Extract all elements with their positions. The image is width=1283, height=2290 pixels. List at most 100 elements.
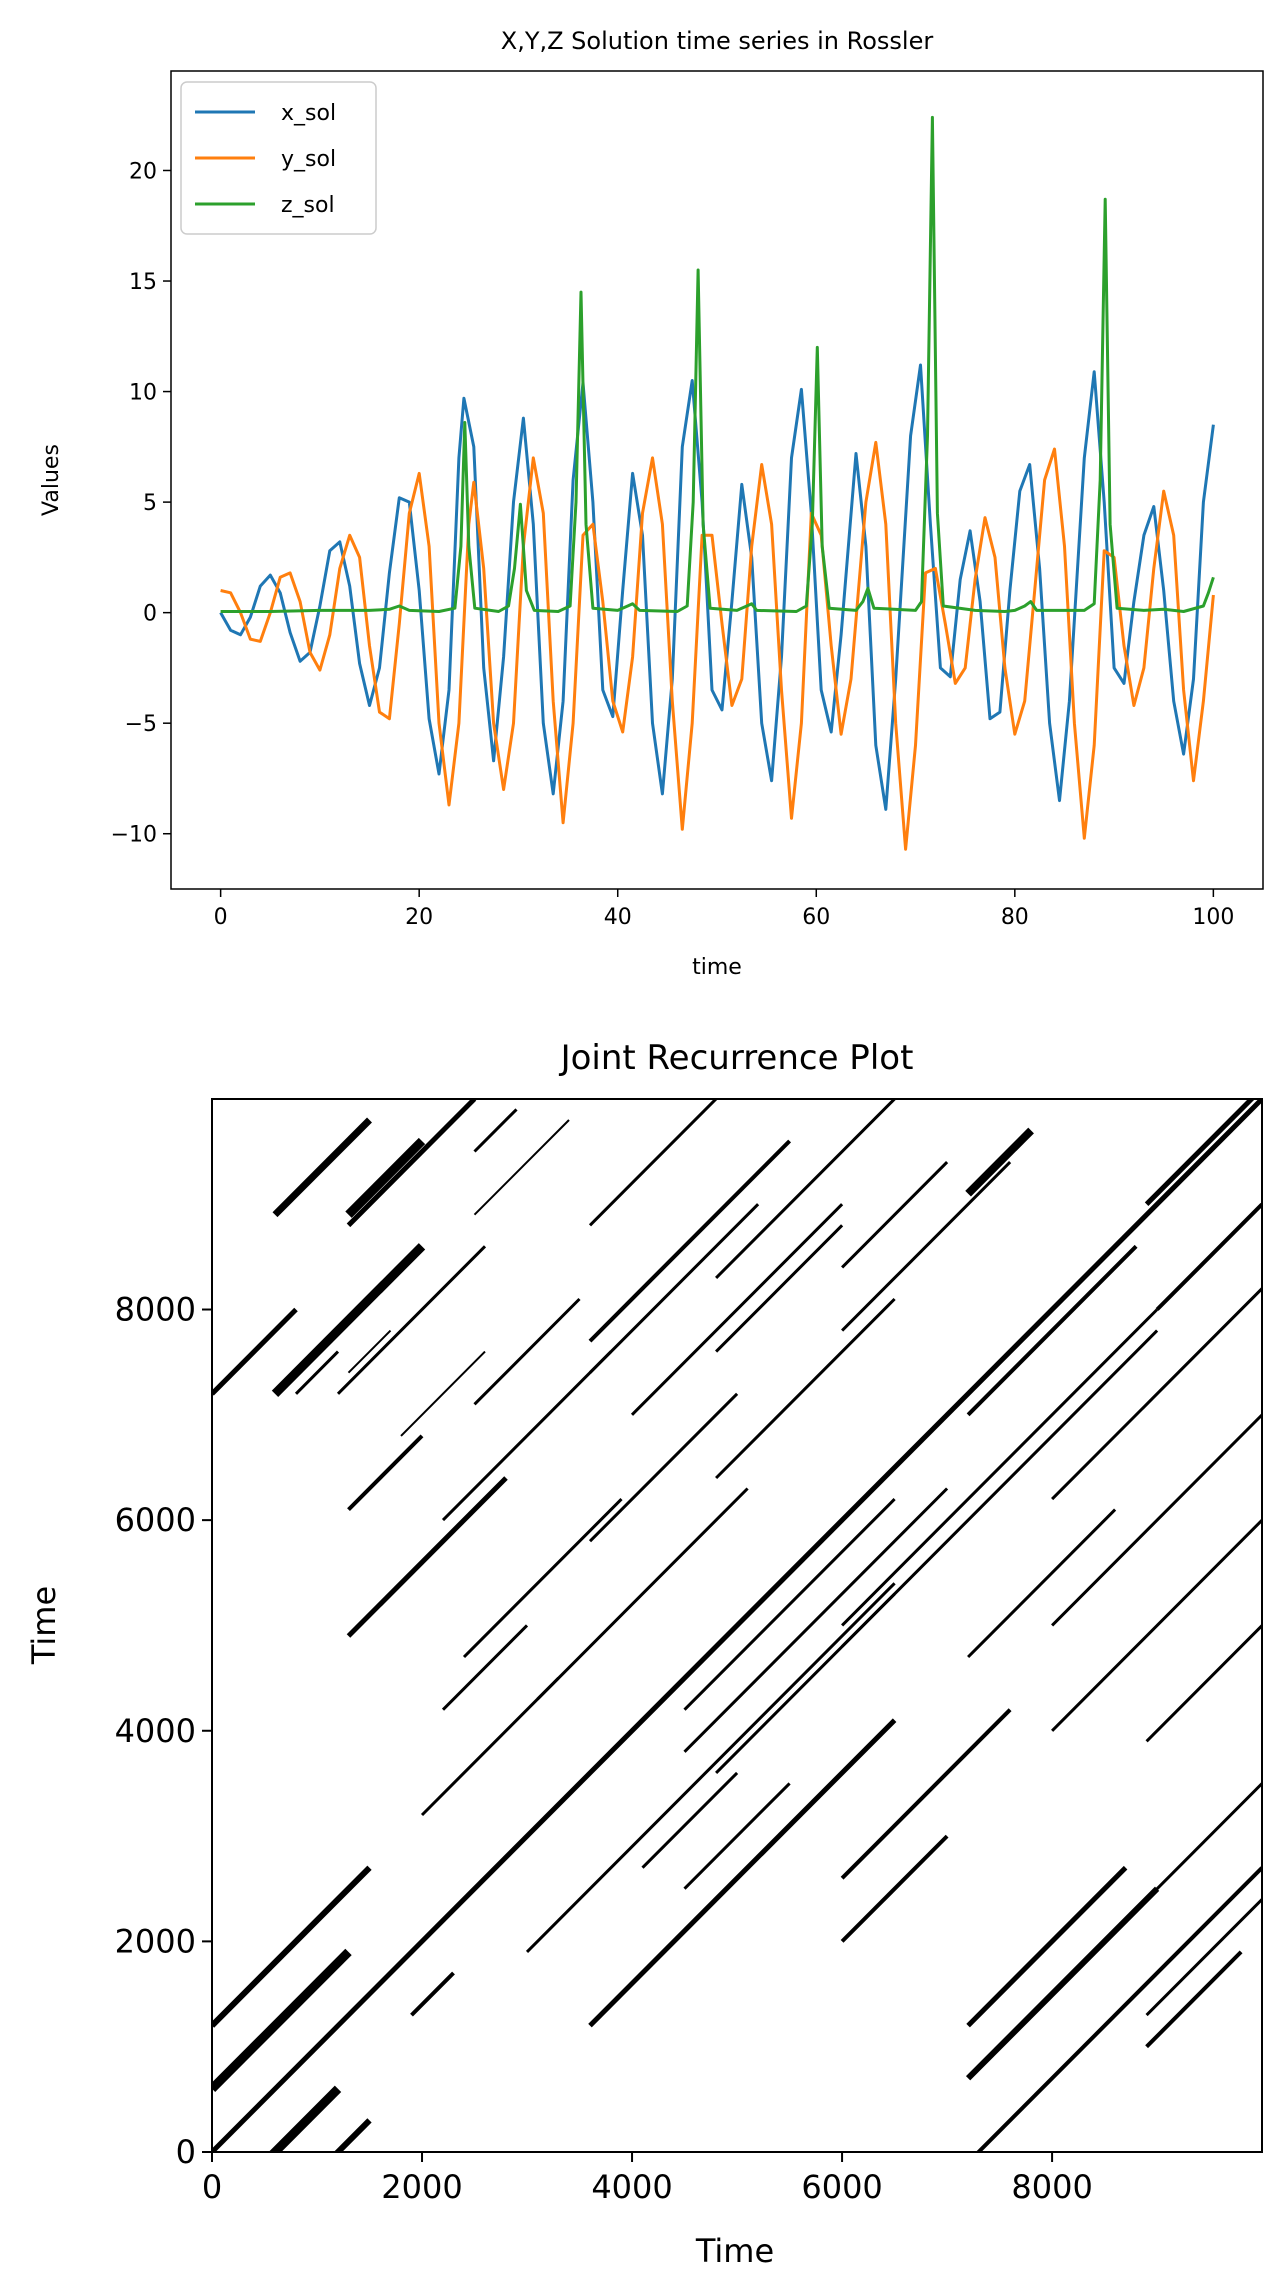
x-tick-label: 0 bbox=[202, 2168, 222, 2206]
time-series-lines bbox=[219, 115, 1215, 851]
y-tick-label: 0 bbox=[176, 2133, 196, 2171]
recurrence-diagonal bbox=[1145, 1624, 1262, 1743]
y-tick-label: 5 bbox=[143, 491, 157, 516]
recurrence-diagonal bbox=[473, 1108, 518, 1153]
recurrence-diagonal bbox=[588, 1718, 897, 2028]
y-tick-label: −10 bbox=[111, 823, 157, 848]
recurrence-diagonal bbox=[410, 1971, 455, 2017]
y-tick-label: 10 bbox=[129, 381, 157, 406]
y-tick-label: 20 bbox=[129, 159, 157, 184]
recurrence-diagonal bbox=[441, 1624, 529, 1711]
recurrence-diagonal bbox=[683, 1487, 949, 1753]
x-tick-label: 60 bbox=[802, 905, 830, 930]
recurrence-y-ticks: 0 2000 4000 6000 8000 bbox=[115, 1291, 212, 2171]
recurrence-x-ticks: 0 2000 4000 6000 8000 bbox=[202, 2152, 1093, 2206]
recurrence-diagonal bbox=[715, 1297, 896, 1480]
recurrence-diagonal bbox=[346, 1099, 477, 1228]
recurrence-diagonal bbox=[965, 1127, 1034, 1197]
y-tick-label: 15 bbox=[129, 270, 157, 295]
x-tick-label: 100 bbox=[1192, 905, 1234, 930]
recurrence-diagonal bbox=[840, 1708, 1012, 1880]
time-series-y-axis-label: Values bbox=[39, 444, 64, 516]
recurrence-diagonal bbox=[441, 1350, 613, 1522]
recurrence-diagonal bbox=[967, 1508, 1117, 1659]
legend-entry-z-sol: z_sol bbox=[195, 193, 335, 218]
recurrence-diagonal bbox=[462, 1498, 623, 1659]
recurrence-diagonal bbox=[347, 1329, 392, 1374]
recurrence-diagonal bbox=[840, 1834, 949, 1943]
legend-label-x-sol: x_sol bbox=[281, 101, 336, 126]
series-line-x-sol bbox=[219, 363, 1215, 811]
recurrence-diagonal bbox=[588, 1392, 739, 1543]
recurrence-diagonal bbox=[212, 1099, 1262, 2152]
recurrence-diagonal bbox=[965, 1886, 1160, 2081]
recurrence-diagonal bbox=[715, 1224, 844, 1353]
recurrence-diagonal bbox=[683, 1498, 896, 1711]
x-tick-label: 0 bbox=[214, 905, 228, 930]
time-series-y-ticks: −10 −5 0 5 10 15 20 bbox=[111, 159, 171, 848]
recurrence-diagonal bbox=[1145, 1950, 1243, 2049]
time-series-title: X,Y,Z Solution time series in Rossler bbox=[501, 27, 934, 55]
recurrence-diagonal bbox=[588, 1139, 792, 1343]
legend-entry-x-sol: x_sol bbox=[195, 101, 336, 126]
recurrence-plot-x-axis-label: Time bbox=[695, 2232, 774, 2270]
x-tick-label: 2000 bbox=[381, 2168, 462, 2206]
recurrence-diagonal bbox=[272, 1117, 372, 1218]
x-tick-label: 20 bbox=[405, 905, 433, 930]
recurrence-diagonal bbox=[452, 1866, 497, 1911]
recurrence-diagonal bbox=[212, 1865, 372, 2028]
y-tick-label: 6000 bbox=[115, 1501, 196, 1539]
recurrence-plot-y-axis-label: Time bbox=[25, 1586, 63, 1665]
recurrence-diagonal bbox=[336, 1245, 487, 1395]
recurrence-diagonal bbox=[473, 1297, 581, 1406]
recurrence-diagonal bbox=[683, 1782, 791, 1890]
recurrence-diagonal bbox=[630, 1203, 844, 1416]
series-line-z-sol bbox=[220, 115, 1215, 613]
recurrence-diagonal bbox=[212, 1307, 298, 1396]
recurrence-diagonal bbox=[271, 1243, 426, 1397]
series-line-y-sol bbox=[220, 440, 1215, 851]
recurrence-diagonal bbox=[1144, 1099, 1256, 1206]
legend-label-z-sol: z_sol bbox=[281, 193, 335, 218]
recurrence-marks bbox=[212, 1099, 1262, 2152]
recurrence-diagonal bbox=[294, 1350, 340, 1395]
recurrence-diagonal bbox=[841, 1308, 1159, 1627]
x-tick-label: 6000 bbox=[801, 2168, 882, 2206]
recurrence-diagonal bbox=[420, 1677, 560, 1817]
y-tick-label: 8000 bbox=[115, 1291, 196, 1329]
time-series-legend: x_sol y_sol z_sol bbox=[180, 81, 377, 235]
recurrence-diagonal bbox=[1145, 1782, 1262, 1901]
y-tick-label: 0 bbox=[143, 602, 157, 627]
recurrence-diagonal bbox=[1051, 1287, 1262, 1501]
recurrence-diagonal bbox=[347, 1434, 424, 1512]
recurrence-plot-axes-frame bbox=[211, 1098, 1263, 2153]
x-tick-label: 8000 bbox=[1011, 2168, 1092, 2206]
recurrence-diagonal bbox=[1155, 1202, 1262, 1311]
recurrence-diagonal bbox=[1051, 1519, 1262, 1732]
recurrence-diagonal bbox=[841, 1329, 1159, 1648]
recurrence-diagonal bbox=[841, 1161, 1012, 1332]
recurrence-diagonal bbox=[212, 1948, 352, 2092]
x-tick-label: 4000 bbox=[591, 2168, 672, 2206]
recurrence-diagonal bbox=[641, 1771, 739, 1869]
recurrence-diagonal bbox=[841, 1161, 949, 1269]
recurrence-diagonal bbox=[588, 1099, 719, 1227]
recurrence-diagonal bbox=[333, 2118, 372, 2152]
recurrence-diagonal bbox=[536, 1487, 749, 1701]
recurrence-plot-chart: Joint Recurrence Plot 0 2000 4000 6000 8000 … bbox=[25, 1038, 1263, 2270]
legend-entry-y-sol: y_sol bbox=[195, 147, 336, 172]
recurrence-plot-title: Joint Recurrence Plot bbox=[559, 1038, 914, 1078]
x-tick-label: 80 bbox=[1001, 905, 1029, 930]
recurrence-diagonal bbox=[400, 1350, 486, 1437]
recurrence-diagonal bbox=[268, 2085, 342, 2152]
legend-label-y-sol: y_sol bbox=[281, 147, 336, 172]
recurrence-diagonal bbox=[588, 1203, 760, 1374]
recurrence-diagonal bbox=[975, 1866, 1262, 2152]
time-series-x-axis-label: time bbox=[692, 955, 742, 980]
recurrence-diagonal bbox=[966, 1865, 1128, 2028]
recurrence-diagonal bbox=[966, 1244, 1138, 1417]
y-tick-label: 2000 bbox=[115, 1922, 196, 1960]
time-series-x-ticks: 0 20 40 60 80 100 bbox=[214, 889, 1234, 930]
recurrence-diagonal bbox=[345, 1137, 426, 1218]
